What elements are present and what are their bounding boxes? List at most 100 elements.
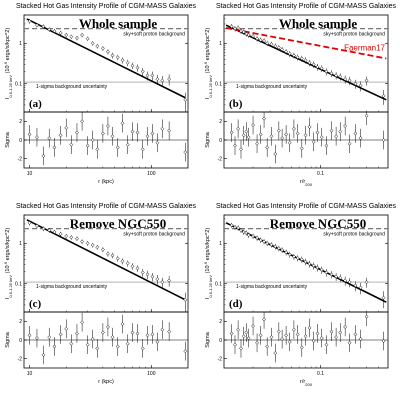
chart-panel-2: Stacked Hot Gas Intensity Profile of CGM…: [203, 3, 397, 187]
data-point: [246, 233, 251, 237]
x-axis-label: r/r200: [300, 379, 313, 387]
data-point: [315, 64, 320, 69]
data-point: [262, 239, 267, 244]
data-point: [233, 26, 237, 31]
x-tick-label: 100: [147, 171, 156, 177]
data-point: [27, 19, 32, 24]
data-point: [291, 53, 296, 58]
y-tick-label: 1: [219, 241, 222, 247]
data-point: [273, 244, 278, 249]
residual-point: [284, 132, 289, 137]
uncertainty-label: 1-sigma background uncertainty: [36, 84, 108, 90]
chart-title: Stacked Hot Gas Intensity Profile of CGM…: [216, 3, 397, 10]
data-point: [244, 230, 249, 235]
residual-point: [284, 333, 289, 338]
data-point: [347, 78, 352, 83]
data-point: [47, 27, 52, 32]
data-point: [239, 29, 243, 34]
faerman17-line: [225, 27, 387, 60]
residual-point: [41, 352, 46, 357]
residual-point: [353, 131, 358, 136]
residual-point: [324, 342, 329, 347]
faerman17-label: Faerman17: [344, 44, 385, 53]
data-point: [85, 36, 90, 41]
residual-point: [307, 325, 312, 330]
residual-point: [353, 332, 358, 337]
residual-y-tick-label: -2: [18, 156, 23, 162]
residual-point: [160, 126, 165, 131]
residual-point: [105, 324, 110, 329]
data-point: [311, 62, 316, 67]
data-point: [319, 267, 324, 272]
x-tick-label: 10: [27, 171, 33, 177]
residual-point: [241, 334, 246, 339]
data-point: [52, 230, 57, 234]
data-point: [381, 93, 386, 98]
x-tick-label: 0.1: [317, 371, 324, 377]
data-point: [233, 225, 237, 230]
y-axis-label-part: ergs/s/kpc^2): [205, 228, 211, 262]
data-point: [47, 228, 52, 233]
data-point: [130, 264, 135, 269]
data-point: [95, 44, 100, 49]
data-point: [145, 272, 150, 277]
data-point: [150, 274, 155, 279]
data-point: [295, 256, 300, 261]
residual-point: [64, 326, 69, 331]
residual-point: [262, 116, 267, 121]
residual-y-tick-label: 0: [19, 138, 22, 144]
residual-point: [100, 131, 105, 136]
panel-letter: (d): [229, 298, 243, 310]
y-tick-label: 0.1: [215, 82, 222, 88]
residual-point: [75, 130, 79, 135]
panel-letter: (a): [29, 98, 42, 110]
residual-point: [343, 324, 348, 329]
data-point: [75, 236, 79, 241]
residual-point: [255, 141, 260, 146]
residual-point: [265, 344, 270, 349]
residual-point: [145, 333, 150, 338]
residual-point: [110, 335, 115, 340]
data-point: [120, 58, 125, 63]
residual-point: [183, 349, 188, 354]
residual-y-axis-label: Sigma: [5, 131, 11, 148]
residual-point: [80, 119, 85, 124]
data-point: [343, 77, 348, 82]
chart-panel-1: Stacked Hot Gas Intensity Profile of CGM…: [3, 3, 197, 185]
residual-y-tick-label: 2: [19, 119, 22, 125]
y-axis-label-part: 0.5-1.25 keV: [8, 75, 13, 98]
residual-point: [90, 337, 95, 342]
residual-point: [280, 337, 285, 342]
data-point: [262, 38, 267, 43]
x-axis-label: r/r200: [300, 179, 313, 187]
data-point: [241, 30, 246, 34]
data-point: [167, 77, 172, 82]
residual-point: [135, 331, 140, 336]
data-point: [27, 220, 32, 225]
residual-point: [246, 135, 251, 140]
y-axis-label: I0.5-1.25 keV (10-9 ergs/s/kpc^2): [3, 28, 13, 99]
residual-point: [58, 133, 63, 138]
residual-point: [95, 346, 100, 351]
panel-letter: (c): [29, 298, 42, 310]
panel-sample-label: Whole sample: [79, 16, 158, 31]
residual-point: [236, 327, 241, 332]
residual-point: [315, 331, 320, 336]
data-point: [307, 60, 312, 65]
y-axis-label-part: I: [5, 97, 11, 99]
data-point: [64, 234, 69, 239]
data-point: [246, 33, 251, 37]
y-tick-label: 1: [19, 241, 22, 247]
data-point: [265, 41, 270, 46]
residual-point: [64, 125, 69, 130]
y-axis-label-part: -9: [203, 261, 208, 265]
data-point: [239, 228, 243, 233]
residual-point: [229, 130, 234, 135]
data-point: [75, 36, 79, 40]
residual-y-tick-label: 2: [19, 319, 22, 325]
data-point: [52, 29, 57, 34]
residual-point: [58, 332, 63, 337]
y-axis-label-part: 0.5-1.25 keV: [8, 275, 13, 298]
x-axis-label: r (kpc): [98, 179, 114, 185]
y-axis-label-part: -9: [203, 61, 208, 65]
